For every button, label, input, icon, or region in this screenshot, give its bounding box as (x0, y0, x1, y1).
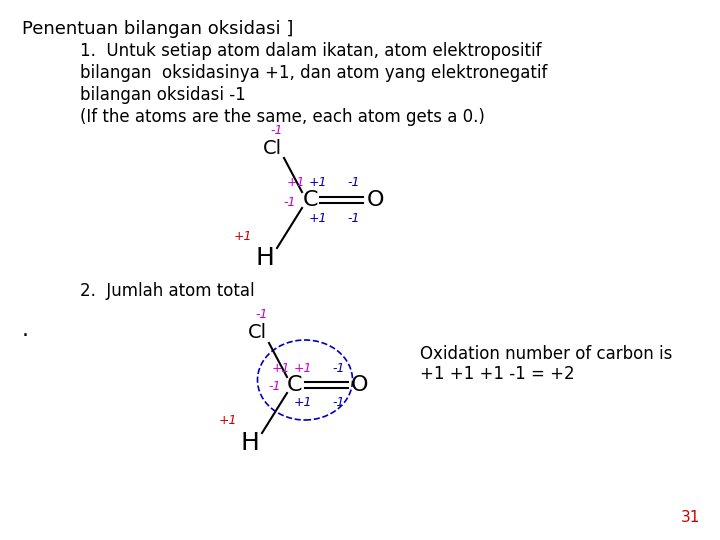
Text: +1: +1 (309, 212, 328, 225)
Text: bilangan oksidasi -1: bilangan oksidasi -1 (80, 86, 246, 104)
Text: -1: -1 (333, 361, 346, 375)
Text: C: C (302, 190, 318, 210)
Text: +1 +1 +1 -1 = +2: +1 +1 +1 -1 = +2 (420, 365, 575, 383)
Text: H: H (256, 246, 274, 270)
Text: -1: -1 (348, 212, 360, 225)
Text: +1: +1 (287, 177, 305, 190)
Text: +1: +1 (271, 361, 290, 375)
Text: -1: -1 (333, 396, 346, 409)
Text: Oxidation number of carbon is: Oxidation number of carbon is (420, 345, 672, 363)
Text: 2.  Jumlah atom total: 2. Jumlah atom total (80, 282, 255, 300)
Text: 31: 31 (680, 510, 700, 525)
Text: +1: +1 (294, 396, 312, 409)
Text: -1: -1 (284, 195, 296, 208)
Text: -1: -1 (256, 308, 269, 321)
Text: C: C (287, 375, 302, 395)
Text: Cl: Cl (262, 138, 282, 158)
Text: 1.  Untuk setiap atom dalam ikatan, atom elektropositif: 1. Untuk setiap atom dalam ikatan, atom … (80, 42, 541, 60)
Text: H: H (240, 431, 259, 455)
Text: O: O (351, 375, 369, 395)
Text: bilangan  oksidasinya +1, dan atom yang elektronegatif: bilangan oksidasinya +1, dan atom yang e… (80, 64, 547, 82)
Text: O: O (366, 190, 384, 210)
Text: (If the atoms are the same, each atom gets a 0.): (If the atoms are the same, each atom ge… (80, 108, 485, 126)
Text: +1: +1 (309, 177, 328, 190)
Text: -1: -1 (271, 124, 283, 137)
Text: Cl: Cl (248, 323, 266, 342)
Text: -1: -1 (269, 381, 282, 394)
Text: Penentuan bilangan oksidasi ]: Penentuan bilangan oksidasi ] (22, 20, 293, 38)
Text: .: . (22, 320, 29, 340)
Text: +1: +1 (219, 415, 238, 428)
Text: +1: +1 (234, 230, 252, 242)
Text: +1: +1 (294, 361, 312, 375)
Text: -1: -1 (348, 177, 360, 190)
